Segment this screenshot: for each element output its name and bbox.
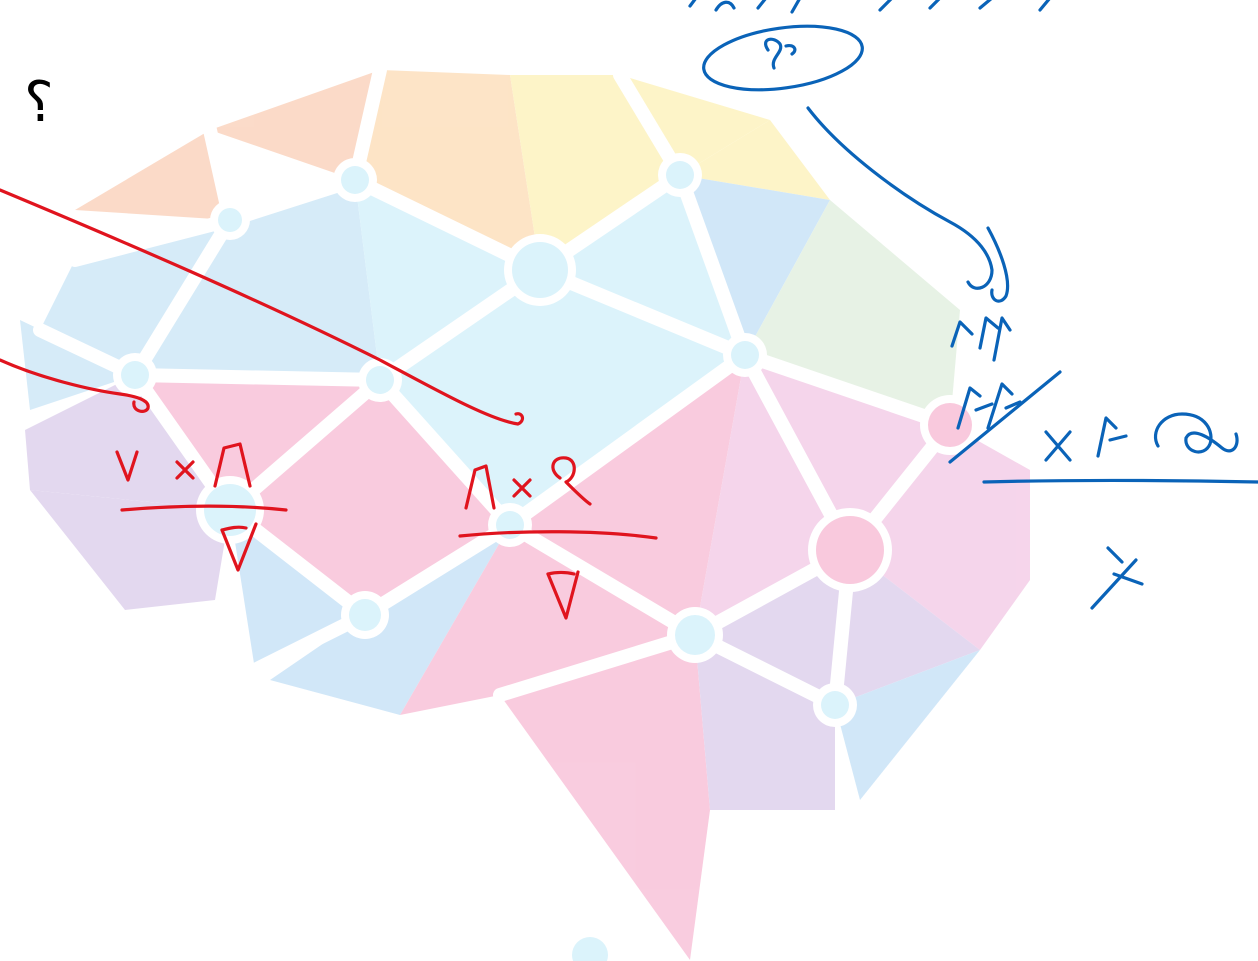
blue-arrow-curve	[806, 106, 994, 290]
blue-small-marks	[950, 316, 1012, 362]
brain-edge	[128, 368, 387, 387]
brain-edge	[503, 348, 752, 532]
brain-polygon	[355, 180, 540, 380]
brain-edge	[128, 213, 237, 382]
brain-polygon	[620, 75, 770, 175]
brain-node	[675, 615, 715, 655]
brain-polygon	[400, 525, 695, 715]
brain-polygon	[75, 130, 230, 220]
brain-node	[666, 161, 694, 189]
brain-polygon	[30, 490, 230, 610]
brain-node	[731, 341, 759, 369]
blue-fraction-right	[948, 370, 1258, 610]
red-fraction-middle	[458, 456, 658, 620]
brain-node	[204, 484, 256, 536]
brain-polygon	[695, 635, 835, 810]
brain-edge	[533, 263, 752, 362]
brain-polygon	[510, 355, 745, 635]
brain-polygon	[695, 550, 850, 705]
brain-node	[349, 599, 381, 631]
red-leader-line-1	[0, 188, 525, 426]
brain-node	[341, 166, 369, 194]
question-mark: ؟	[24, 70, 54, 135]
brain-edge	[673, 168, 752, 362]
brain-node	[816, 516, 884, 584]
brain-edge	[738, 348, 957, 432]
brain-edge	[358, 518, 517, 622]
brain-edge	[493, 628, 702, 702]
red-leader-line-2	[0, 358, 150, 413]
brain-polygon	[680, 175, 830, 355]
brain-node	[218, 208, 242, 232]
brain-edge	[373, 373, 517, 532]
brain-polygon	[680, 120, 830, 200]
brain-edge	[68, 213, 237, 267]
brain-polygon	[355, 70, 540, 270]
blue-circled-number	[702, 24, 864, 92]
brain-node	[512, 242, 568, 298]
brain-polygon	[835, 650, 980, 800]
brain-polygon	[380, 270, 745, 525]
brain-polygon	[835, 550, 980, 705]
brain-node	[366, 366, 394, 394]
brain-polygon	[745, 355, 950, 550]
top-scribble	[688, 0, 1051, 14]
brain-polygon	[500, 635, 710, 960]
brain-node	[572, 937, 608, 961]
red-fraction-left	[115, 442, 288, 572]
brain-polygon	[270, 525, 510, 715]
brain-polygon	[135, 375, 380, 510]
brain-polygon	[20, 320, 135, 410]
brain-edge	[503, 518, 702, 642]
brain-node	[121, 361, 149, 389]
brain-polygon	[510, 75, 680, 270]
blue-hook	[986, 226, 1010, 303]
brain-polygon	[210, 70, 380, 180]
brain-node	[821, 691, 849, 719]
